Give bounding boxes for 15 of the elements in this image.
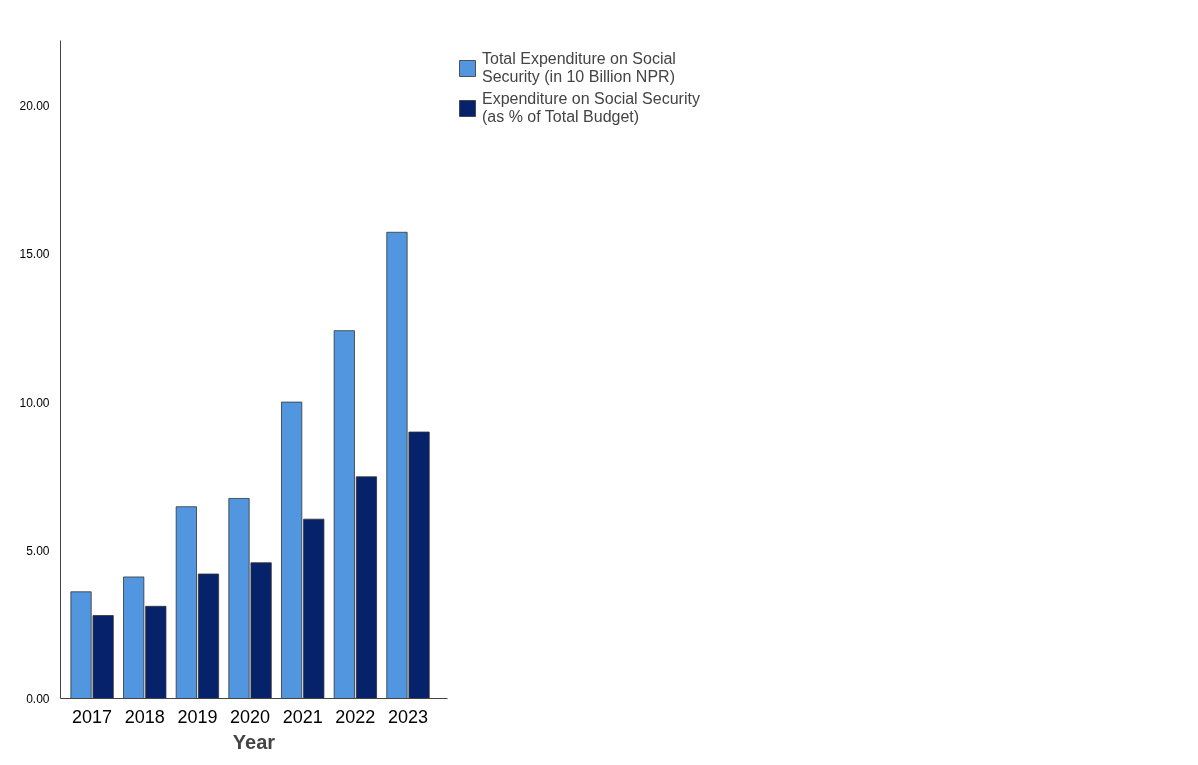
y-tick-label: 0.00 [26,692,50,706]
legend-label: Expenditure on Social Security (as % of Total Budget) [482,90,700,126]
y-tick-label: 15.00 [19,247,50,262]
x-tick-label: 2021 [282,706,323,727]
x-tick-label: 2022 [335,706,376,727]
y-tick-label: 20.00 [19,99,50,114]
y-tick-label: 10.00 [19,395,50,410]
x-tick-label: 2023 [387,706,429,727]
y-tick-label: 5.00 [26,543,50,558]
legend-label: Total Expenditure on Social Security (in 10 Billion NPR) [482,50,676,86]
x-tick-label: 2019 [177,706,218,727]
x-axis-title: Year [232,730,276,753]
x-tick-label: 2017 [72,706,113,727]
x-tick-label: 2020 [230,706,271,727]
x-tick-label: 2018 [124,706,165,727]
